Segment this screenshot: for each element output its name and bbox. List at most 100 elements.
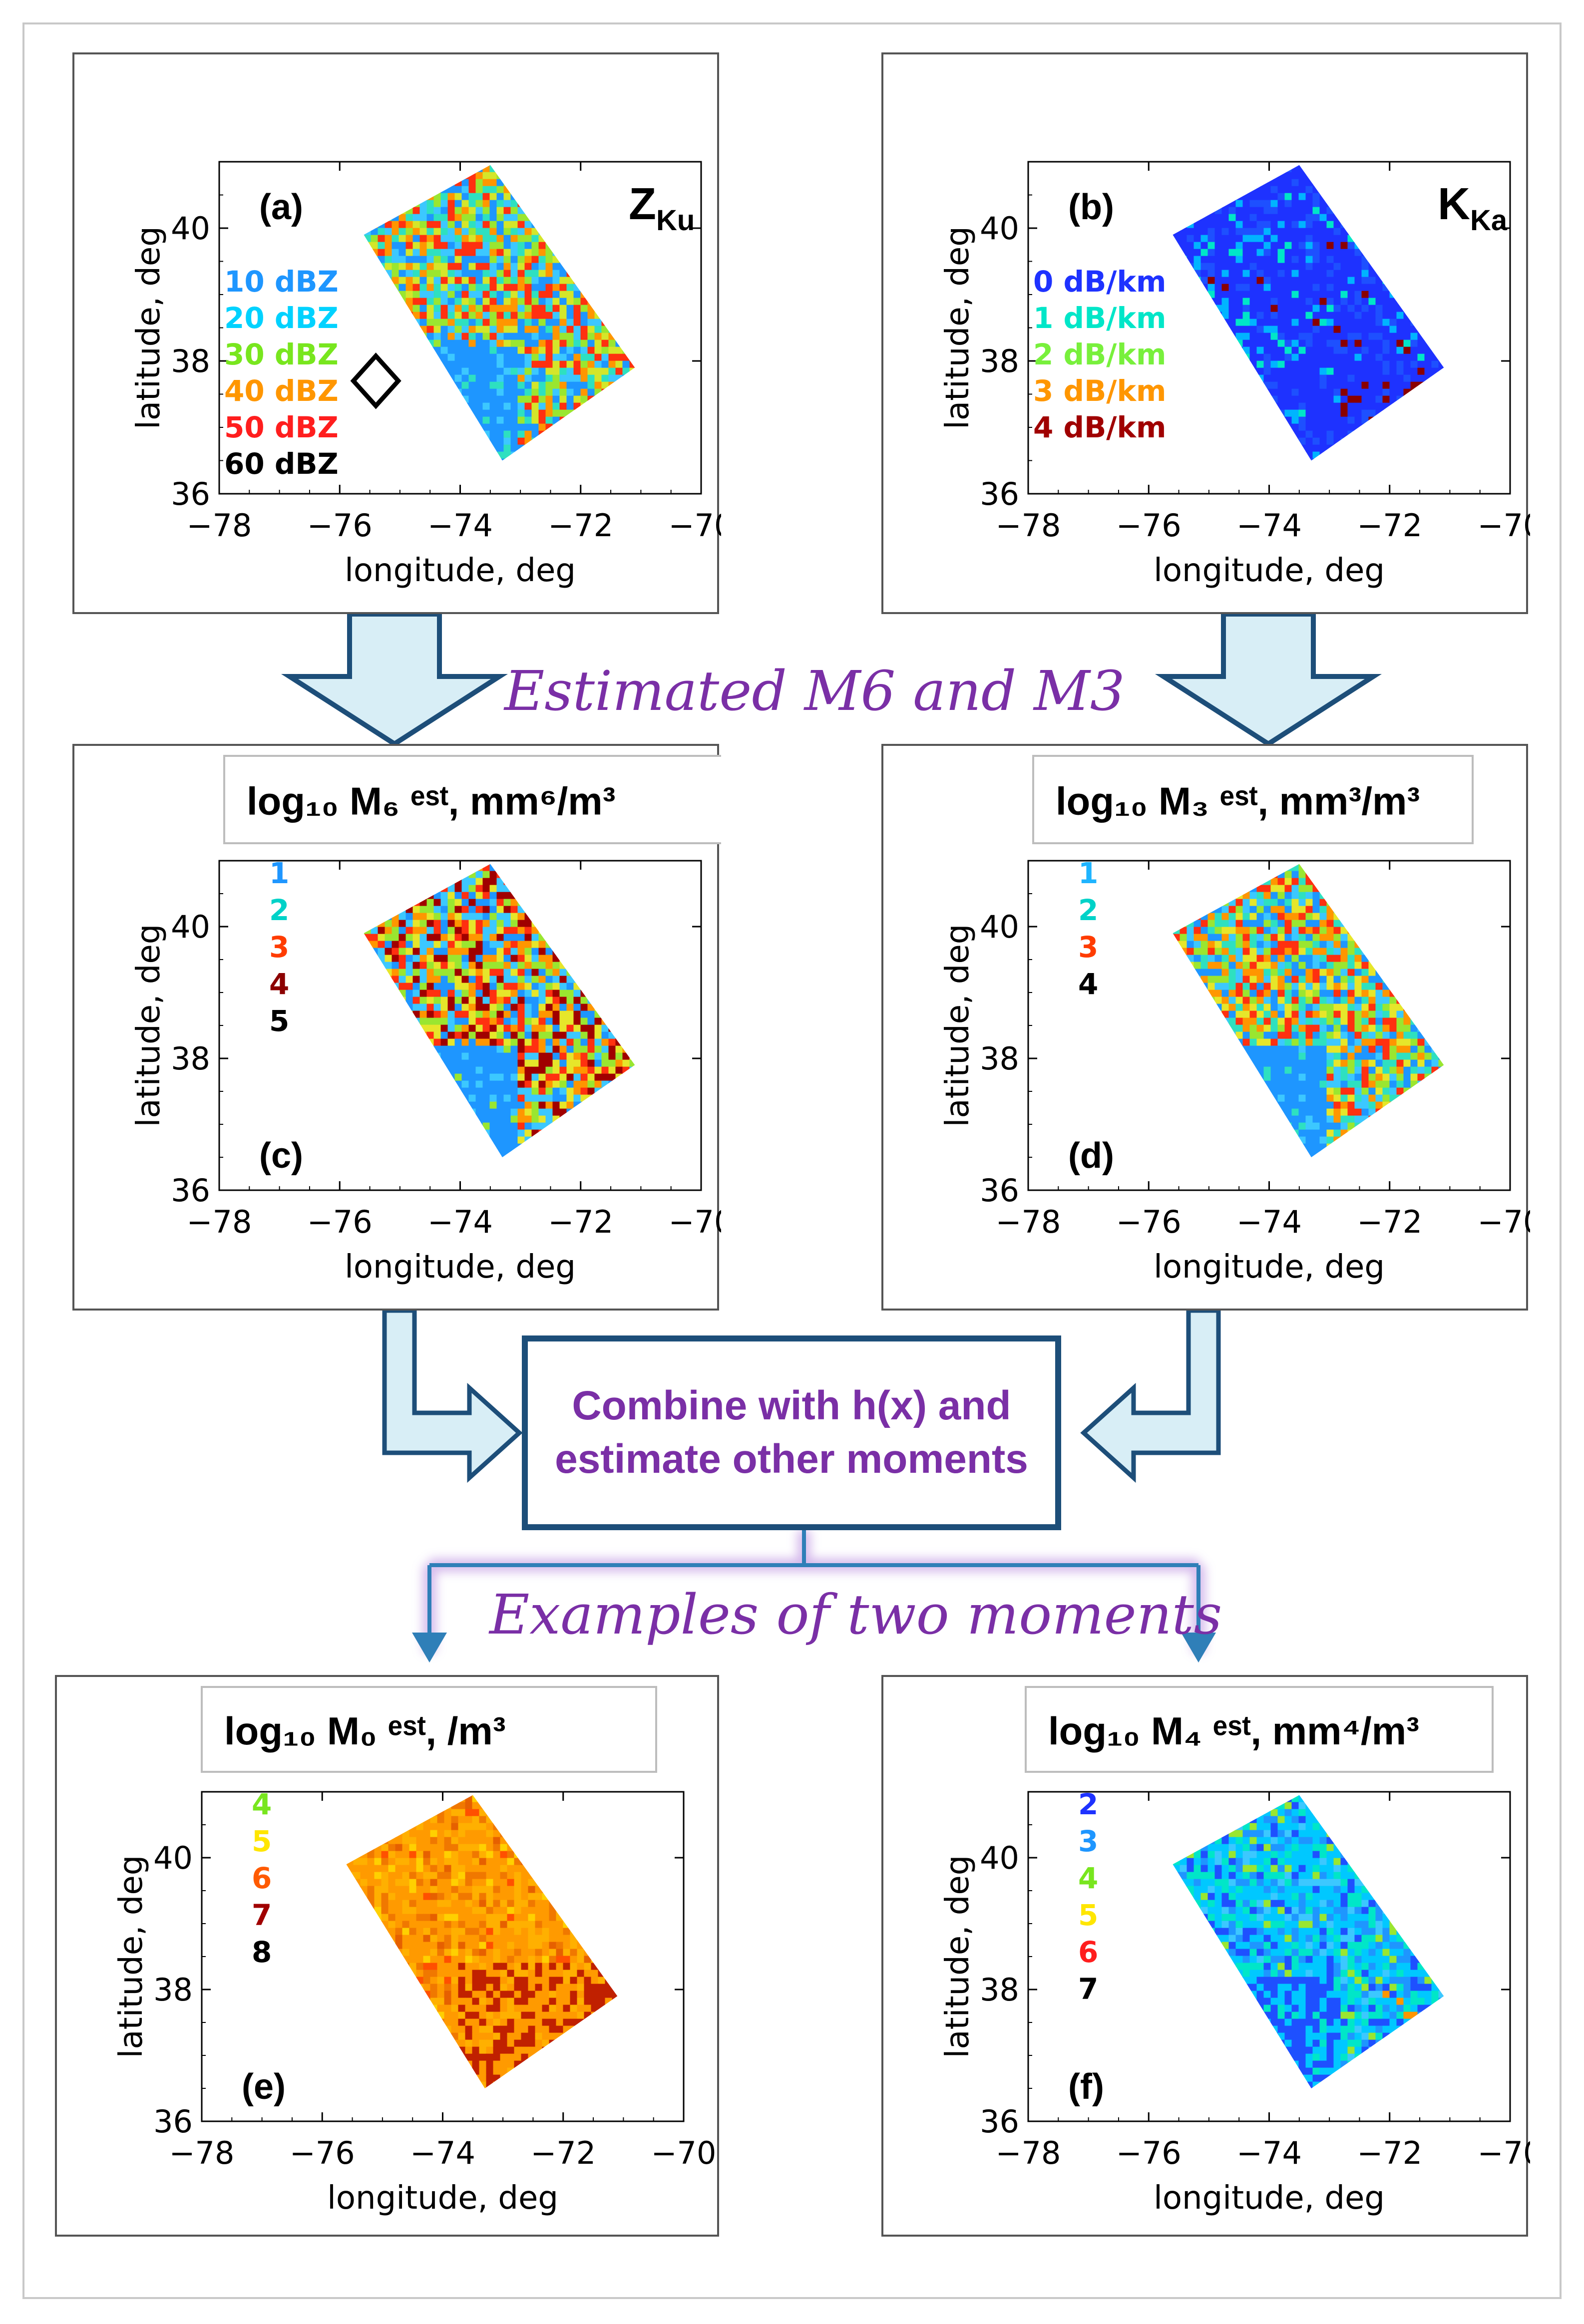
panel-d-svg: −78 −76 −74 −72 −70 36 38 40 longitude, deg latit… (939, 755, 1530, 1286)
panel-title: ZKu (629, 179, 695, 237)
panel-label: (a) (259, 187, 303, 227)
y-tick-label: 36 (980, 2103, 1019, 2140)
x-tick-label: −70 (1478, 507, 1530, 544)
y-tick-label: 40 (980, 909, 1019, 945)
y-axis-label: latitude, deg (939, 924, 976, 1127)
y-tick-label: 38 (153, 1972, 193, 2008)
legend-entry: 8 (252, 1935, 272, 1969)
x-tick-label: −72 (1357, 2135, 1422, 2171)
x-tick-label: −70 (651, 2135, 717, 2171)
x-axis-label: longitude, deg (1154, 552, 1385, 589)
x-tick-label: −70 (669, 507, 721, 544)
x-tick-label: −76 (290, 2135, 355, 2171)
x-tick-label: −72 (548, 1204, 613, 1240)
x-tick-label: −74 (410, 2135, 475, 2171)
legend-entry: 2 (1078, 1787, 1098, 1821)
y-tick-label: 40 (980, 210, 1019, 247)
x-tick-label: −74 (1236, 507, 1302, 544)
legend-entry: 2 (269, 893, 289, 927)
title-box (1025, 1686, 1494, 1773)
x-tick-label: −70 (1478, 1204, 1530, 1240)
panel-e: −78 −76 −74 −72 −70 36 38 40 longitude, deg latit… (55, 1675, 719, 2237)
x-axis-label: longitude, deg (345, 552, 576, 589)
swath-map (364, 864, 635, 1158)
x-axis-label: longitude, deg (345, 1249, 576, 1286)
y-tick-label: 40 (153, 1840, 193, 1876)
x-tick-label: −76 (307, 1204, 373, 1240)
y-tick-label: 38 (980, 343, 1019, 379)
connector-arrowhead-left (412, 1633, 447, 1662)
x-tick-label: −76 (1116, 507, 1182, 544)
legend-entry: 7 (252, 1898, 272, 1932)
bent-arrow-left (382, 1308, 523, 1483)
legend-entry: 6 (252, 1861, 272, 1895)
y-axis-label: latitude, deg (130, 924, 167, 1127)
panel-b: −78 −76 −74 −72 −70 36 38 40 longitude, deg latit… (881, 52, 1530, 614)
x-tick-label: −74 (1236, 1204, 1302, 1240)
legend-entry: 5 (269, 1004, 289, 1038)
panel-title: log₁₀ M₀ ᵉˢᵗ, /m³ (224, 1709, 506, 1753)
legend-entry: 1 (269, 856, 289, 890)
legend-entry: 4 (269, 967, 289, 1001)
legend-entry: 5 (1078, 1898, 1098, 1932)
x-tick-label: −78 (996, 1204, 1061, 1240)
legend-entry: 3 dB/km (1033, 374, 1166, 408)
x-axis-label: longitude, deg (1154, 1249, 1385, 1286)
legend-entry: 4 (1078, 967, 1098, 1001)
panel-d: −78 −76 −74 −72 −70 36 38 40 longitude, deg latit… (881, 744, 1530, 1311)
legend-entry: 4 (1078, 1861, 1098, 1895)
legend-entry: 7 (1078, 1972, 1098, 2006)
y-tick-label: 36 (171, 476, 210, 512)
block-arrow-left (281, 612, 508, 747)
x-tick-label: −72 (530, 2135, 596, 2171)
x-tick-label: −72 (1357, 507, 1422, 544)
swath-map (346, 1795, 618, 2089)
connector-arrowhead-right (1181, 1633, 1216, 1662)
panel-label: (b) (1068, 187, 1114, 227)
x-tick-label: −76 (307, 507, 373, 544)
legend-entry: 30 dBZ (224, 337, 339, 371)
panel-label: (f) (1068, 2067, 1104, 2107)
legend-entry: 5 (252, 1824, 272, 1858)
x-axis-label: longitude, deg (1154, 2180, 1385, 2217)
panel-label: (e) (242, 2067, 286, 2107)
x-tick-label: −76 (1116, 2135, 1182, 2171)
panel-title: log₁₀ M₆ ᵉˢᵗ, mm⁶/m³ (247, 779, 616, 823)
legend-entry: 40 dBZ (224, 374, 339, 408)
legend-entry: 2 dB/km (1033, 337, 1166, 371)
x-tick-label: −78 (187, 507, 252, 544)
block-arrow-right (1155, 612, 1382, 747)
legend-entry: 6 (1078, 1935, 1098, 1969)
legend-entry: 1 dB/km (1033, 301, 1166, 335)
y-axis-label: latitude, deg (113, 1855, 150, 2058)
swath-map (1173, 165, 1444, 461)
combine-box: Combine with h(x) and estimate other mom… (522, 1335, 1061, 1530)
y-tick-label: 36 (171, 1172, 210, 1209)
panel-e-svg: −78 −76 −74 −72 −70 36 38 40 longitude, deg latit… (113, 1686, 717, 2217)
figure-frame (22, 22, 1562, 2299)
legend-entry: 4 (252, 1787, 272, 1821)
x-axis-label: longitude, deg (327, 2180, 558, 2217)
swath-map (1173, 864, 1444, 1158)
legend-entry: 60 dBZ (224, 447, 339, 481)
legend-entry: 0 dB/km (1033, 265, 1166, 299)
panel-title: log₁₀ M₃ ᵉˢᵗ, mm³/m³ (1056, 779, 1420, 823)
y-tick-label: 36 (153, 2103, 193, 2140)
y-axis-label: latitude, deg (939, 1855, 976, 2058)
examples-title: Examples of two moments (489, 1583, 1222, 1647)
estimated-title: Estimated M6 and M3 (504, 659, 1125, 723)
panel-label: (d) (1068, 1136, 1114, 1176)
y-tick-label: 38 (171, 343, 210, 379)
combine-line-1: Combine with h(x) and (572, 1383, 1011, 1429)
panel-label: (c) (259, 1136, 303, 1176)
y-tick-label: 40 (171, 210, 210, 247)
y-axis-label: latitude, deg (939, 226, 976, 429)
combine-line-2: estimate other moments (555, 1436, 1028, 1482)
panel-a: −78 −76 −74 −72 −70 36 38 40 longitude, deg latit… (72, 52, 721, 614)
y-tick-label: 38 (980, 1040, 1019, 1077)
y-tick-label: 40 (171, 909, 210, 945)
legend-entry: 3 (1078, 930, 1098, 964)
